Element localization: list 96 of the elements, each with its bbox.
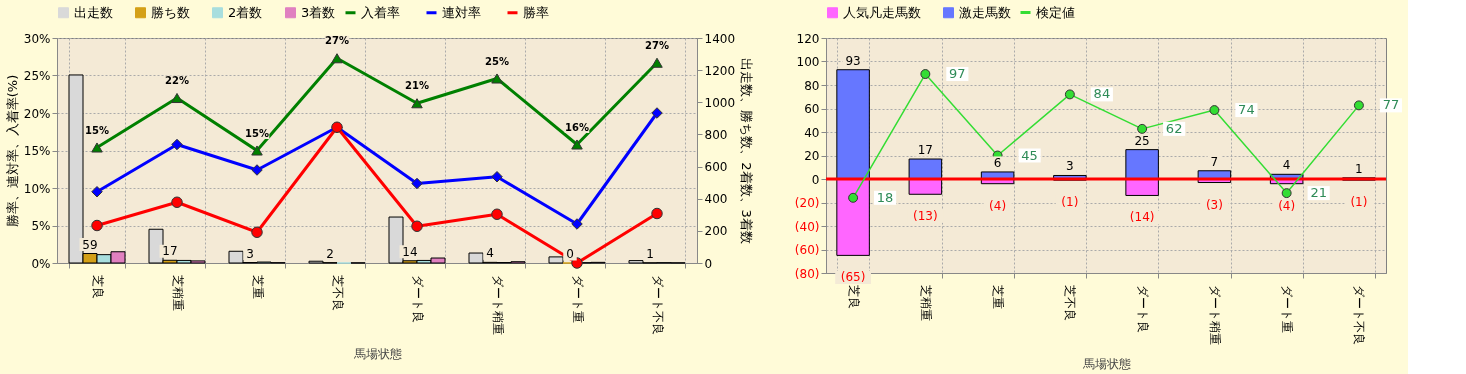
x-tick-label: 芝稍重 [918,284,933,321]
legend-label: 勝率 [523,4,549,20]
data-label: 15% [245,127,269,139]
x-tick-label: 芝稍重 [170,274,185,311]
data-label: 14 [402,244,418,259]
y2-tick-label: 1000 [704,95,736,110]
y-tick-label: 0% [31,256,51,271]
x-axis-title: 馬場状態 [1081,356,1131,371]
data-label: 25% [485,55,509,67]
data-label: 21 [1310,185,1327,201]
x-tick-label: ダート良 [410,274,425,323]
data-label: (65) [840,270,866,285]
y2-axis-title: 出走数、勝ち数、2着数、3着数 [739,58,755,244]
y2-tick-label: 1200 [704,63,736,78]
y-tick-label: 80 [804,78,820,93]
x-tick-label: 芝良 [846,284,861,309]
y-tick-label: 20 [804,149,820,163]
data-label: 22% [165,75,189,86]
y2-tick-label: 0 [704,256,713,271]
data-label: 45 [1021,147,1038,163]
y2-tick-label: 1400 [704,31,736,46]
legend-label: 入着率 [361,4,400,20]
x-tick-label: 芝重 [250,274,265,299]
y2-tick-label: 800 [704,127,728,142]
data-label: 18 [876,189,894,205]
data-label: 1 [1355,161,1363,176]
data-label: 4 [1282,158,1291,173]
data-label: 21% [405,80,429,92]
y-tick-label: 25% [23,69,51,83]
legend-label: 連対率 [442,4,481,20]
legend-label: 2着数 [228,4,263,20]
legend-label: 検定値 [1036,4,1075,20]
data-label: 77 [1382,97,1400,113]
data-label: 93 [845,53,861,68]
x-axis-title: 馬場状態 [352,346,402,361]
y-tick-label: (40) [794,219,820,234]
x-tick-label: 芝良 [90,274,105,299]
x-tick-label: ダート重 [1280,284,1295,333]
y-tick-label: 60 [804,102,820,116]
data-label: 97 [949,66,966,82]
data-label: 59 [82,237,98,252]
data-label: 25 [1134,133,1150,148]
data-label: (1) [1350,195,1368,210]
y-tick-label: 30% [23,31,51,46]
data-label: (3) [1205,197,1223,212]
legend-label: 激走馬数 [959,4,1011,20]
data-label: 4 [486,246,494,261]
data-label: 74 [1238,102,1255,118]
data-label: 7 [1210,154,1219,169]
data-label: 27% [325,35,349,47]
legend-label: 勝ち数 [151,4,190,20]
y-axis-title: 勝率、連対率、入着率(%) [4,74,20,228]
x-tick-label: 芝不良 [330,274,345,311]
x-tick-label: 芝不良 [1063,284,1078,321]
data-label: 17 [917,143,933,158]
y-tick-label: 0 [811,172,820,187]
data-label: (14) [1129,210,1155,225]
data-label: 0 [566,247,574,261]
data-label: 3 [246,246,254,261]
legend-label: 出走数 [74,4,113,20]
data-label: 17 [162,244,178,259]
y-tick-label: (60) [794,243,820,257]
data-label: (4) [1278,198,1296,213]
y-tick-label: (20) [794,196,820,210]
data-label: 6 [993,155,1002,170]
x-tick-label: ダート稍重 [1207,284,1222,345]
y2-tick-label: 400 [704,192,728,207]
data-label: 15% [85,124,109,136]
data-label: 1 [646,246,654,261]
x-tick-label: ダート不良 [1352,284,1367,345]
data-label: 62 [1165,120,1183,136]
y-tick-label: 40 [804,125,820,140]
legend-label: 3着数 [301,4,336,20]
data-label: 84 [1093,86,1111,102]
x-tick-label: ダート重 [570,274,585,323]
y2-tick-label: 200 [704,224,728,239]
y-tick-label: 100 [796,55,820,69]
legend-label: 人気凡走馬数 [843,4,921,20]
data-label: 3 [1066,159,1074,174]
data-label: 16% [565,121,589,133]
data-label: 27% [645,39,669,51]
y-tick-label: 120 [796,31,820,46]
x-tick-label: 芝重 [991,284,1006,309]
x-tick-label: ダート不良 [650,274,665,335]
y-tick-label: 10% [23,181,51,196]
data-label: (4) [989,198,1007,213]
y-tick-label: (80) [794,266,820,281]
x-tick-label: ダート良 [1135,284,1150,333]
y-tick-label: 20% [23,106,51,121]
data-label: 2 [326,246,334,261]
data-label: (1) [1061,195,1079,210]
y2-tick-label: 600 [704,160,728,175]
data-label: (13) [913,209,938,224]
x-tick-label: ダート稍重 [490,274,505,335]
y-tick-label: 5% [31,219,51,233]
y-tick-label: 15% [23,144,51,158]
